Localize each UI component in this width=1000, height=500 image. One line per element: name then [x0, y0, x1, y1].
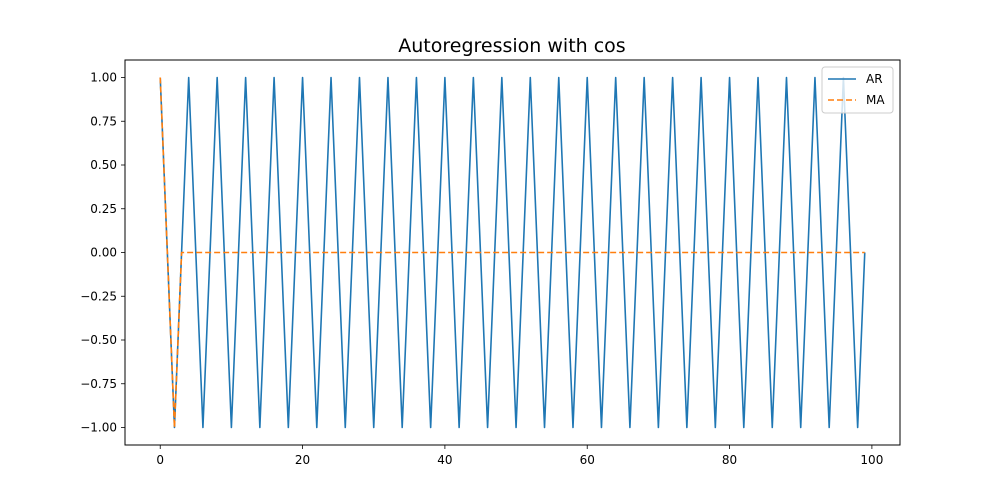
chart-title: Autoregression with cos	[398, 35, 625, 57]
legend: AR MA	[821, 66, 894, 114]
y-tick-label: 0.75	[90, 114, 117, 128]
x-axis: 0 20 40 60 80 100	[156, 445, 883, 467]
x-tick-label: 100	[860, 453, 883, 467]
y-tick-label: −1.00	[80, 421, 117, 435]
x-tick-label: 80	[722, 453, 737, 467]
y-tick-label: 1.00	[90, 71, 117, 85]
x-tick-label: 0	[156, 453, 164, 467]
x-tick-label: 40	[437, 453, 452, 467]
y-tick-label: −0.75	[80, 377, 117, 391]
y-tick-label: 0.25	[90, 202, 117, 216]
y-tick-label: 0.50	[90, 158, 117, 172]
series-line-ar	[159, 76, 866, 429]
x-tick-label: 60	[580, 453, 595, 467]
series-line-ma	[159, 77, 865, 429]
y-tick-label: 0.00	[90, 246, 117, 260]
y-axis: −1.00 −0.75 −0.50 −0.25 0.00 0.25 0.50 0.75 1.00	[80, 71, 125, 435]
series-layer	[159, 76, 866, 429]
y-tick-label: −0.25	[80, 289, 117, 303]
legend-label-ar: AR	[866, 72, 883, 86]
legend-label-ma: MA	[866, 93, 885, 107]
y-tick-label: −0.50	[80, 333, 117, 347]
x-tick-label: 20	[295, 453, 310, 467]
